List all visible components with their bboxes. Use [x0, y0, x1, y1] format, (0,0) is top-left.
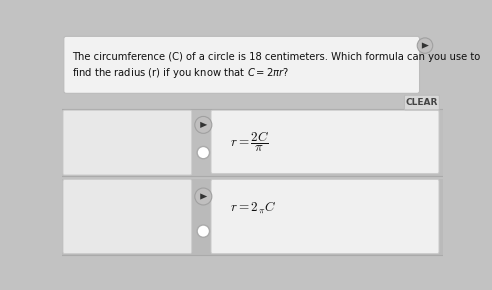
Circle shape [417, 38, 433, 53]
FancyBboxPatch shape [64, 36, 420, 93]
Circle shape [197, 225, 210, 237]
Polygon shape [422, 43, 429, 49]
Circle shape [195, 188, 212, 205]
Text: The circumference (C) of a circle is 18 centimeters. Which formula can you use t: The circumference (C) of a circle is 18 … [72, 52, 481, 62]
FancyBboxPatch shape [63, 180, 192, 253]
Text: find the radius (r) if you know that $C = 2\pi r$?: find the radius (r) if you know that $C … [72, 66, 290, 79]
FancyBboxPatch shape [63, 110, 192, 175]
Circle shape [197, 146, 210, 159]
FancyBboxPatch shape [404, 95, 439, 110]
FancyBboxPatch shape [211, 180, 439, 253]
Text: $r = 2_{\pi}C$: $r = 2_{\pi}C$ [230, 200, 277, 216]
Text: CLEAR: CLEAR [406, 98, 438, 107]
FancyBboxPatch shape [211, 110, 439, 173]
Circle shape [195, 116, 212, 133]
FancyBboxPatch shape [62, 179, 443, 255]
Polygon shape [200, 193, 207, 200]
Polygon shape [200, 122, 207, 128]
FancyBboxPatch shape [62, 110, 443, 177]
Text: $r = \dfrac{2C}{\pi}$: $r = \dfrac{2C}{\pi}$ [230, 129, 270, 153]
